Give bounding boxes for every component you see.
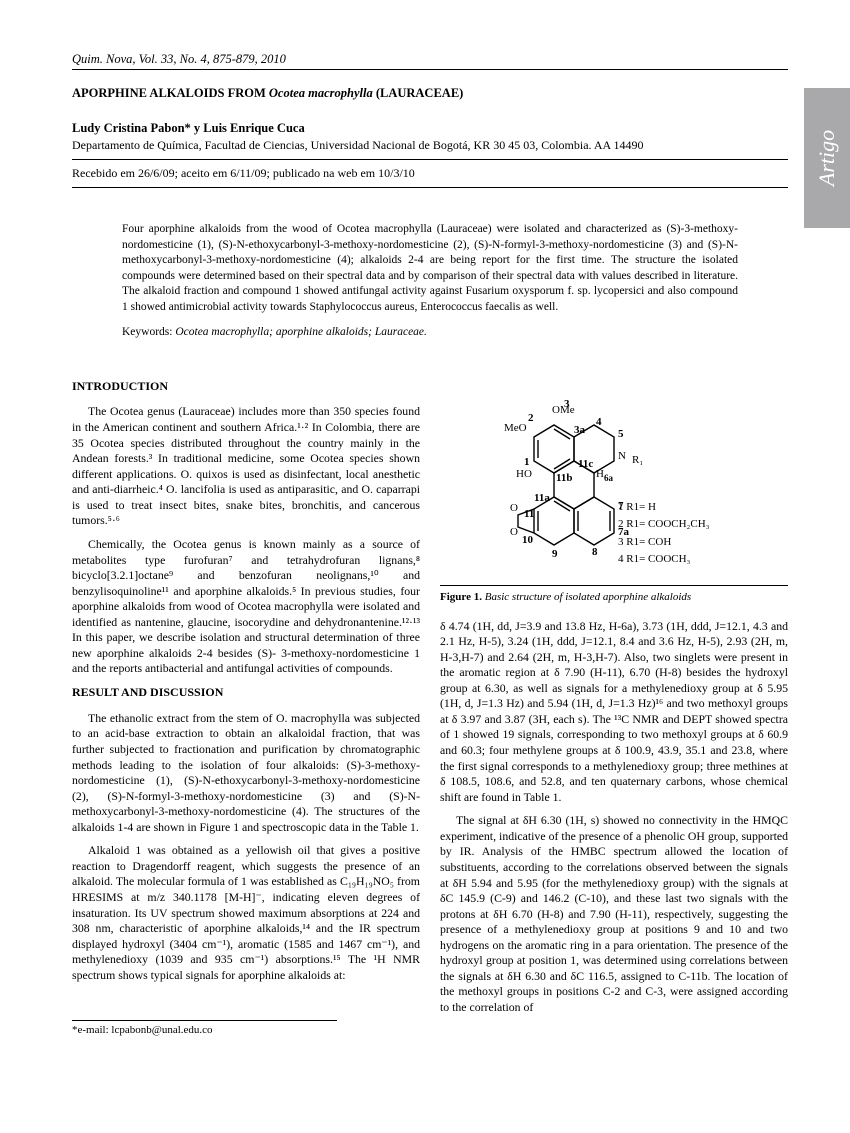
r-def-2: 2 R1= COOCH₂CH₃ <box>618 516 788 534</box>
left-column: INTRODUCTION The Ocotea genus (Lauraceae… <box>72 373 420 1024</box>
article-title: APORPHINE ALKALOIDS FROM Ocotea macrophy… <box>72 86 788 101</box>
svg-text:O: O <box>510 502 518 514</box>
figure-caption: Figure 1. Basic structure of isolated ap… <box>440 585 788 605</box>
svg-text:4: 4 <box>596 416 602 428</box>
r-definitions: 1 R1= H 2 R1= COOCH₂CH₃ 3 R1= COH 4 R1= … <box>600 499 788 569</box>
keywords: Keywords: Ocotea macrophylla; aporphine … <box>122 325 738 341</box>
journal-header: Quim. Nova, Vol. 33, No. 4, 875-879, 201… <box>72 52 788 70</box>
figure-1: MeO OMe 3 2 HO 1 3a 4 5 N R₁ H 6a 11c <box>440 373 788 569</box>
footer-email: *e-mail: lcpabonb@unal.edu.co <box>72 1020 337 1036</box>
abstract-text: Four aporphine alkaloids from the wood o… <box>122 222 738 315</box>
abstract: Four aporphine alkaloids from the wood o… <box>122 222 738 341</box>
r-def-4: 4 R1= COOCH₃ <box>618 551 788 569</box>
right-column: MeO OMe 3 2 HO 1 3a 4 5 N R₁ H 6a 11c <box>440 373 788 1024</box>
intro-para-1: The Ocotea genus (Lauraceae) includes mo… <box>72 404 420 529</box>
svg-text:11a: 11a <box>534 492 550 504</box>
affiliation: Departamento de Química, Facultad de Cie… <box>72 138 788 160</box>
svg-text:N: N <box>618 450 626 462</box>
r-def-3: 3 R1= COH <box>618 534 788 552</box>
svg-text:3: 3 <box>564 398 570 410</box>
col2-para-2: The signal at δH 6.30 (1H, s) showed no … <box>440 813 788 1015</box>
col2-para-1: δ 4.74 (1H, dd, J=3.9 and 13.8 Hz, H-6a)… <box>440 619 788 806</box>
svg-text:3a: 3a <box>574 424 586 436</box>
svg-text:10: 10 <box>522 534 534 546</box>
svg-text:9: 9 <box>552 548 558 560</box>
results-para-1: The ethanolic extract from the stem of O… <box>72 711 420 836</box>
results-para-2: Alkaloid 1 was obtained as a yellowish o… <box>72 843 420 983</box>
intro-para-2: Chemically, the Ocotea genus is known ma… <box>72 537 420 677</box>
section-introduction: INTRODUCTION <box>72 379 420 395</box>
svg-text:6a: 6a <box>604 473 614 483</box>
svg-text:5: 5 <box>618 428 624 440</box>
svg-text:8: 8 <box>592 546 598 558</box>
dates: Recebido em 26/6/09; aceito em 6/11/09; … <box>72 166 788 188</box>
svg-text:2: 2 <box>528 412 534 424</box>
svg-text:R₁: R₁ <box>632 454 643 466</box>
svg-text:HO: HO <box>516 468 532 480</box>
r-def-1: 1 R1= H <box>618 499 788 517</box>
authors: Ludy Cristina Pabon* y Luis Enrique Cuca <box>72 121 788 136</box>
svg-text:11c: 11c <box>578 458 593 470</box>
svg-text:1: 1 <box>524 456 530 468</box>
section-results: RESULT AND DISCUSSION <box>72 685 420 701</box>
page: Quim. Nova, Vol. 33, No. 4, 875-879, 201… <box>0 0 850 1064</box>
svg-text:11: 11 <box>524 508 534 520</box>
svg-text:O: O <box>510 526 518 538</box>
svg-text:MeO: MeO <box>504 422 527 434</box>
body-columns: INTRODUCTION The Ocotea genus (Lauraceae… <box>72 373 788 1024</box>
svg-text:11b: 11b <box>556 472 573 484</box>
svg-text:H: H <box>596 468 604 480</box>
